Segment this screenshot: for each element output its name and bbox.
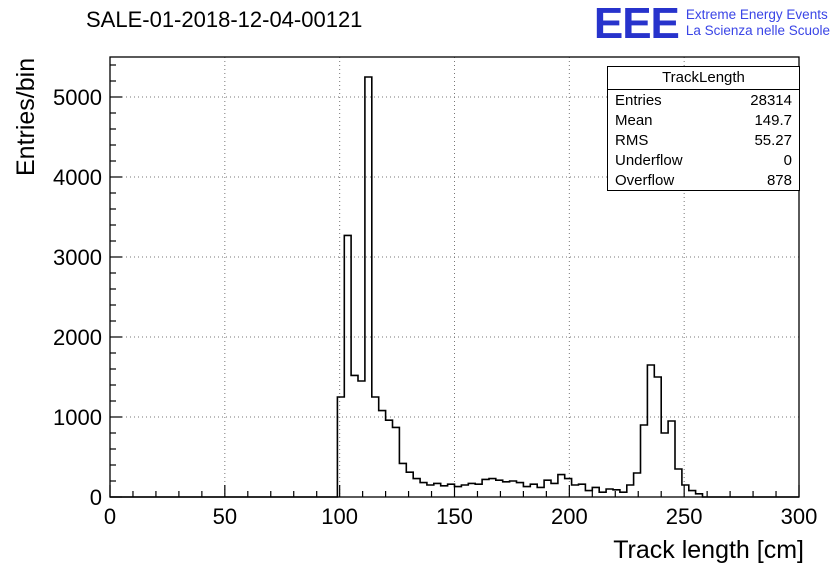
stats-row-underflow: Underflow 0	[608, 150, 799, 170]
x-tick-label: 150	[436, 504, 473, 529]
y-tick-label: 4000	[53, 165, 102, 190]
stats-row-entries: Entries 28314	[608, 90, 799, 110]
plot-title: SALE-01-2018-12-04-00121	[86, 7, 363, 32]
x-tick-label: 100	[321, 504, 358, 529]
stats-row-value: 149.7	[754, 111, 792, 129]
y-tick-label: 3000	[53, 245, 102, 270]
stats-row-value: 878	[766, 171, 792, 189]
stats-box-rows: Entries 28314 Mean 149.7 RMS 55.27 Underflow 0 O…	[608, 90, 799, 190]
y-tick-label: 5000	[53, 85, 102, 110]
y-tick-label: 1000	[53, 405, 102, 430]
stats-row-overflow: Overflow 878	[608, 170, 799, 190]
y-tick-label: 2000	[53, 325, 102, 350]
eee-logo-line1: Extreme Energy Events	[685, 7, 828, 22]
x-tick-label: 200	[551, 504, 588, 529]
eee-logo-line2: La Scienza nelle Scuole	[685, 23, 830, 38]
stats-row-value: 55.27	[754, 131, 792, 149]
eee-logo: EEE Extreme Energy Events La Scienza nel…	[593, 0, 830, 48]
x-tick-label: 250	[666, 504, 703, 529]
stats-box: TrackLength Entries 28314 Mean 149.7 RMS 55.2…	[607, 66, 800, 191]
x-axis-label: Track length [cm]	[613, 536, 804, 564]
x-tick-label: 0	[104, 504, 116, 529]
stats-box-title: TrackLength	[608, 67, 799, 90]
stats-row-label: RMS	[615, 131, 649, 149]
y-tick-label: 0	[90, 485, 102, 510]
eee-logo-text: Extreme Energy Events La Scienza nelle S…	[686, 7, 830, 39]
x-tick-label: 300	[781, 504, 818, 529]
stats-row-value: 0	[783, 151, 792, 169]
stats-row-label: Entries	[615, 91, 662, 109]
stats-row-value: 28314	[750, 91, 792, 109]
eee-logo-acronym: EEE	[593, 0, 680, 48]
stats-row-mean: Mean 149.7	[608, 110, 799, 130]
stats-row-rms: RMS 55.27	[608, 130, 799, 150]
x-tick-label: 50	[213, 504, 237, 529]
stats-row-label: Underflow	[615, 151, 683, 169]
y-axis-label: Entries/bin	[12, 57, 40, 176]
stats-row-label: Overflow	[615, 171, 675, 189]
stats-row-label: Mean	[615, 111, 653, 129]
